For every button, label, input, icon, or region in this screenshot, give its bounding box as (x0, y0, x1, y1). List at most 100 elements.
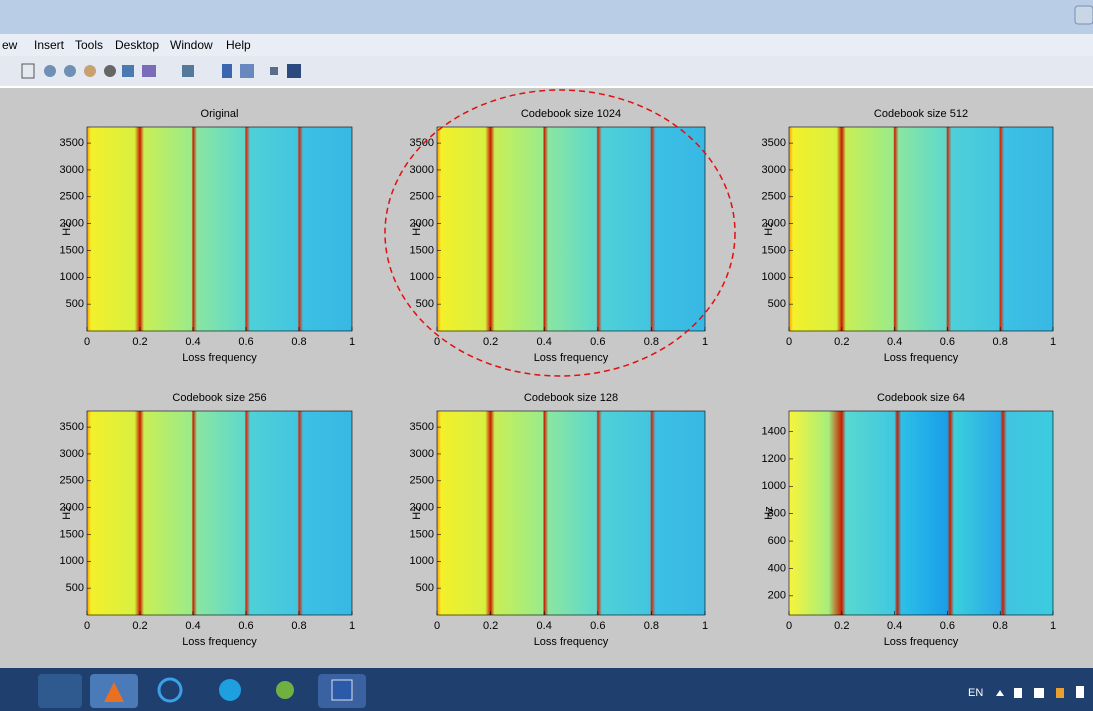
x-tick-label: 0.2 (834, 336, 849, 348)
plot-title: Original (201, 108, 239, 120)
toolbar (0, 56, 1093, 86)
spectrogram-image (437, 127, 705, 331)
tool-icon[interactable] (182, 65, 194, 77)
y-tick-label: 2000 (60, 502, 84, 514)
x-tick-label: 0.4 (887, 336, 902, 348)
tool-icon[interactable] (122, 65, 134, 77)
x-tick-label: 0 (84, 336, 90, 348)
x-tick-label: 0.6 (590, 620, 605, 632)
y-tick-label: 1500 (410, 528, 434, 540)
x-tick-label: 0 (84, 620, 90, 632)
y-tick-label: 3000 (762, 164, 786, 176)
menu-item[interactable]: Insert (34, 38, 65, 52)
y-tick-label: 1500 (60, 244, 84, 256)
x-tick-label: 0.4 (185, 620, 200, 632)
x-tick-label: 0 (434, 336, 440, 348)
spectrogram-image (87, 127, 352, 331)
y-tick-label: 2000 (762, 218, 786, 230)
tool-icon[interactable] (84, 65, 96, 77)
x-tick-label: 0.6 (238, 336, 253, 348)
task-icon[interactable] (219, 679, 241, 701)
menu-item[interactable]: Window (170, 38, 213, 52)
tool-icon[interactable] (270, 67, 278, 75)
x-axis-label: Loss frequency (534, 636, 609, 648)
spectrogram-image (437, 411, 705, 615)
y-tick-label: 500 (416, 582, 434, 594)
x-tick-label: 0.8 (993, 336, 1008, 348)
y-tick-label: 1000 (410, 555, 434, 567)
x-tick-label: 0.8 (291, 336, 306, 348)
x-tick-label: 1 (1050, 336, 1056, 348)
menu-item[interactable]: Tools (75, 38, 103, 52)
task-icon[interactable] (38, 674, 82, 708)
x-tick-label: 0.2 (834, 620, 849, 632)
x-tick-label: 0.8 (644, 620, 659, 632)
tool-icon[interactable] (142, 65, 156, 77)
y-tick-label: 3000 (60, 164, 84, 176)
task-icon[interactable] (276, 681, 294, 699)
language-indicator[interactable]: EN (968, 687, 983, 699)
y-tick-label: 800 (768, 508, 786, 520)
y-tick-label: 500 (66, 582, 84, 594)
x-tick-label: 0.6 (940, 620, 955, 632)
y-tick-label: 2500 (410, 475, 434, 487)
tray-icon[interactable] (1034, 688, 1044, 698)
x-tick-label: 0.4 (537, 620, 552, 632)
tool-icon[interactable] (222, 64, 232, 78)
y-tick-label: 1000 (410, 271, 434, 283)
x-tick-label: 0.4 (185, 336, 200, 348)
x-axis-label: Loss frequency (534, 352, 609, 364)
x-axis-label: Loss frequency (182, 636, 257, 648)
y-tick-label: 1000 (762, 271, 786, 283)
tool-icon[interactable] (240, 64, 254, 78)
tray-icon[interactable] (1014, 688, 1022, 698)
taskbar (0, 668, 1093, 711)
y-tick-label: 2500 (60, 191, 84, 203)
tray-icon[interactable] (1076, 686, 1084, 698)
y-tick-label: 200 (768, 590, 786, 602)
y-tick-label: 600 (768, 535, 786, 547)
y-tick-label: 2000 (410, 218, 434, 230)
tool-icon[interactable] (64, 65, 76, 77)
x-axis-label: Loss frequency (182, 352, 257, 364)
word-icon (332, 680, 352, 700)
x-tick-label: 1 (702, 336, 708, 348)
y-tick-label: 3000 (60, 448, 84, 460)
x-tick-label: 0.6 (590, 336, 605, 348)
x-tick-label: 0 (434, 620, 440, 632)
menu-item[interactable]: Help (226, 38, 251, 52)
screen: ew Insert Tools Desktop Window Help Original L… (0, 0, 1093, 711)
y-tick-label: 1000 (762, 480, 786, 492)
plot-title: Codebook size 128 (524, 392, 618, 404)
plot-title: Codebook size 64 (877, 392, 965, 404)
x-tick-label: 0 (786, 620, 792, 632)
spectrogram-image (789, 411, 1053, 615)
tool-icon[interactable] (287, 64, 301, 78)
x-tick-label: 1 (1050, 620, 1056, 632)
spectrogram-image (789, 127, 1053, 331)
y-tick-label: 1500 (762, 244, 786, 256)
y-tick-label: 500 (66, 298, 84, 310)
y-tick-label: 1400 (762, 425, 786, 437)
tool-icon[interactable] (104, 65, 116, 77)
tray-icon[interactable] (1056, 688, 1064, 698)
y-tick-label: 2500 (60, 475, 84, 487)
title-bar (0, 0, 1093, 34)
tool-icon[interactable] (44, 65, 56, 77)
y-tick-label: 3500 (410, 421, 434, 433)
x-tick-label: 0.8 (993, 620, 1008, 632)
window-button[interactable] (1075, 6, 1093, 24)
plot-title: Codebook size 256 (172, 392, 266, 404)
plot-title: Codebook size 1024 (521, 108, 621, 120)
y-tick-label: 2000 (410, 502, 434, 514)
y-tick-label: 1500 (60, 528, 84, 540)
x-tick-label: 0.8 (291, 620, 306, 632)
y-tick-label: 500 (768, 298, 786, 310)
x-tick-label: 0.4 (887, 620, 902, 632)
x-tick-label: 1 (349, 620, 355, 632)
menu-item[interactable]: Desktop (115, 38, 159, 52)
y-tick-label: 1000 (60, 271, 84, 283)
x-tick-label: 0.6 (238, 620, 253, 632)
y-tick-label: 3500 (410, 137, 434, 149)
menu-item[interactable]: ew (2, 38, 18, 52)
